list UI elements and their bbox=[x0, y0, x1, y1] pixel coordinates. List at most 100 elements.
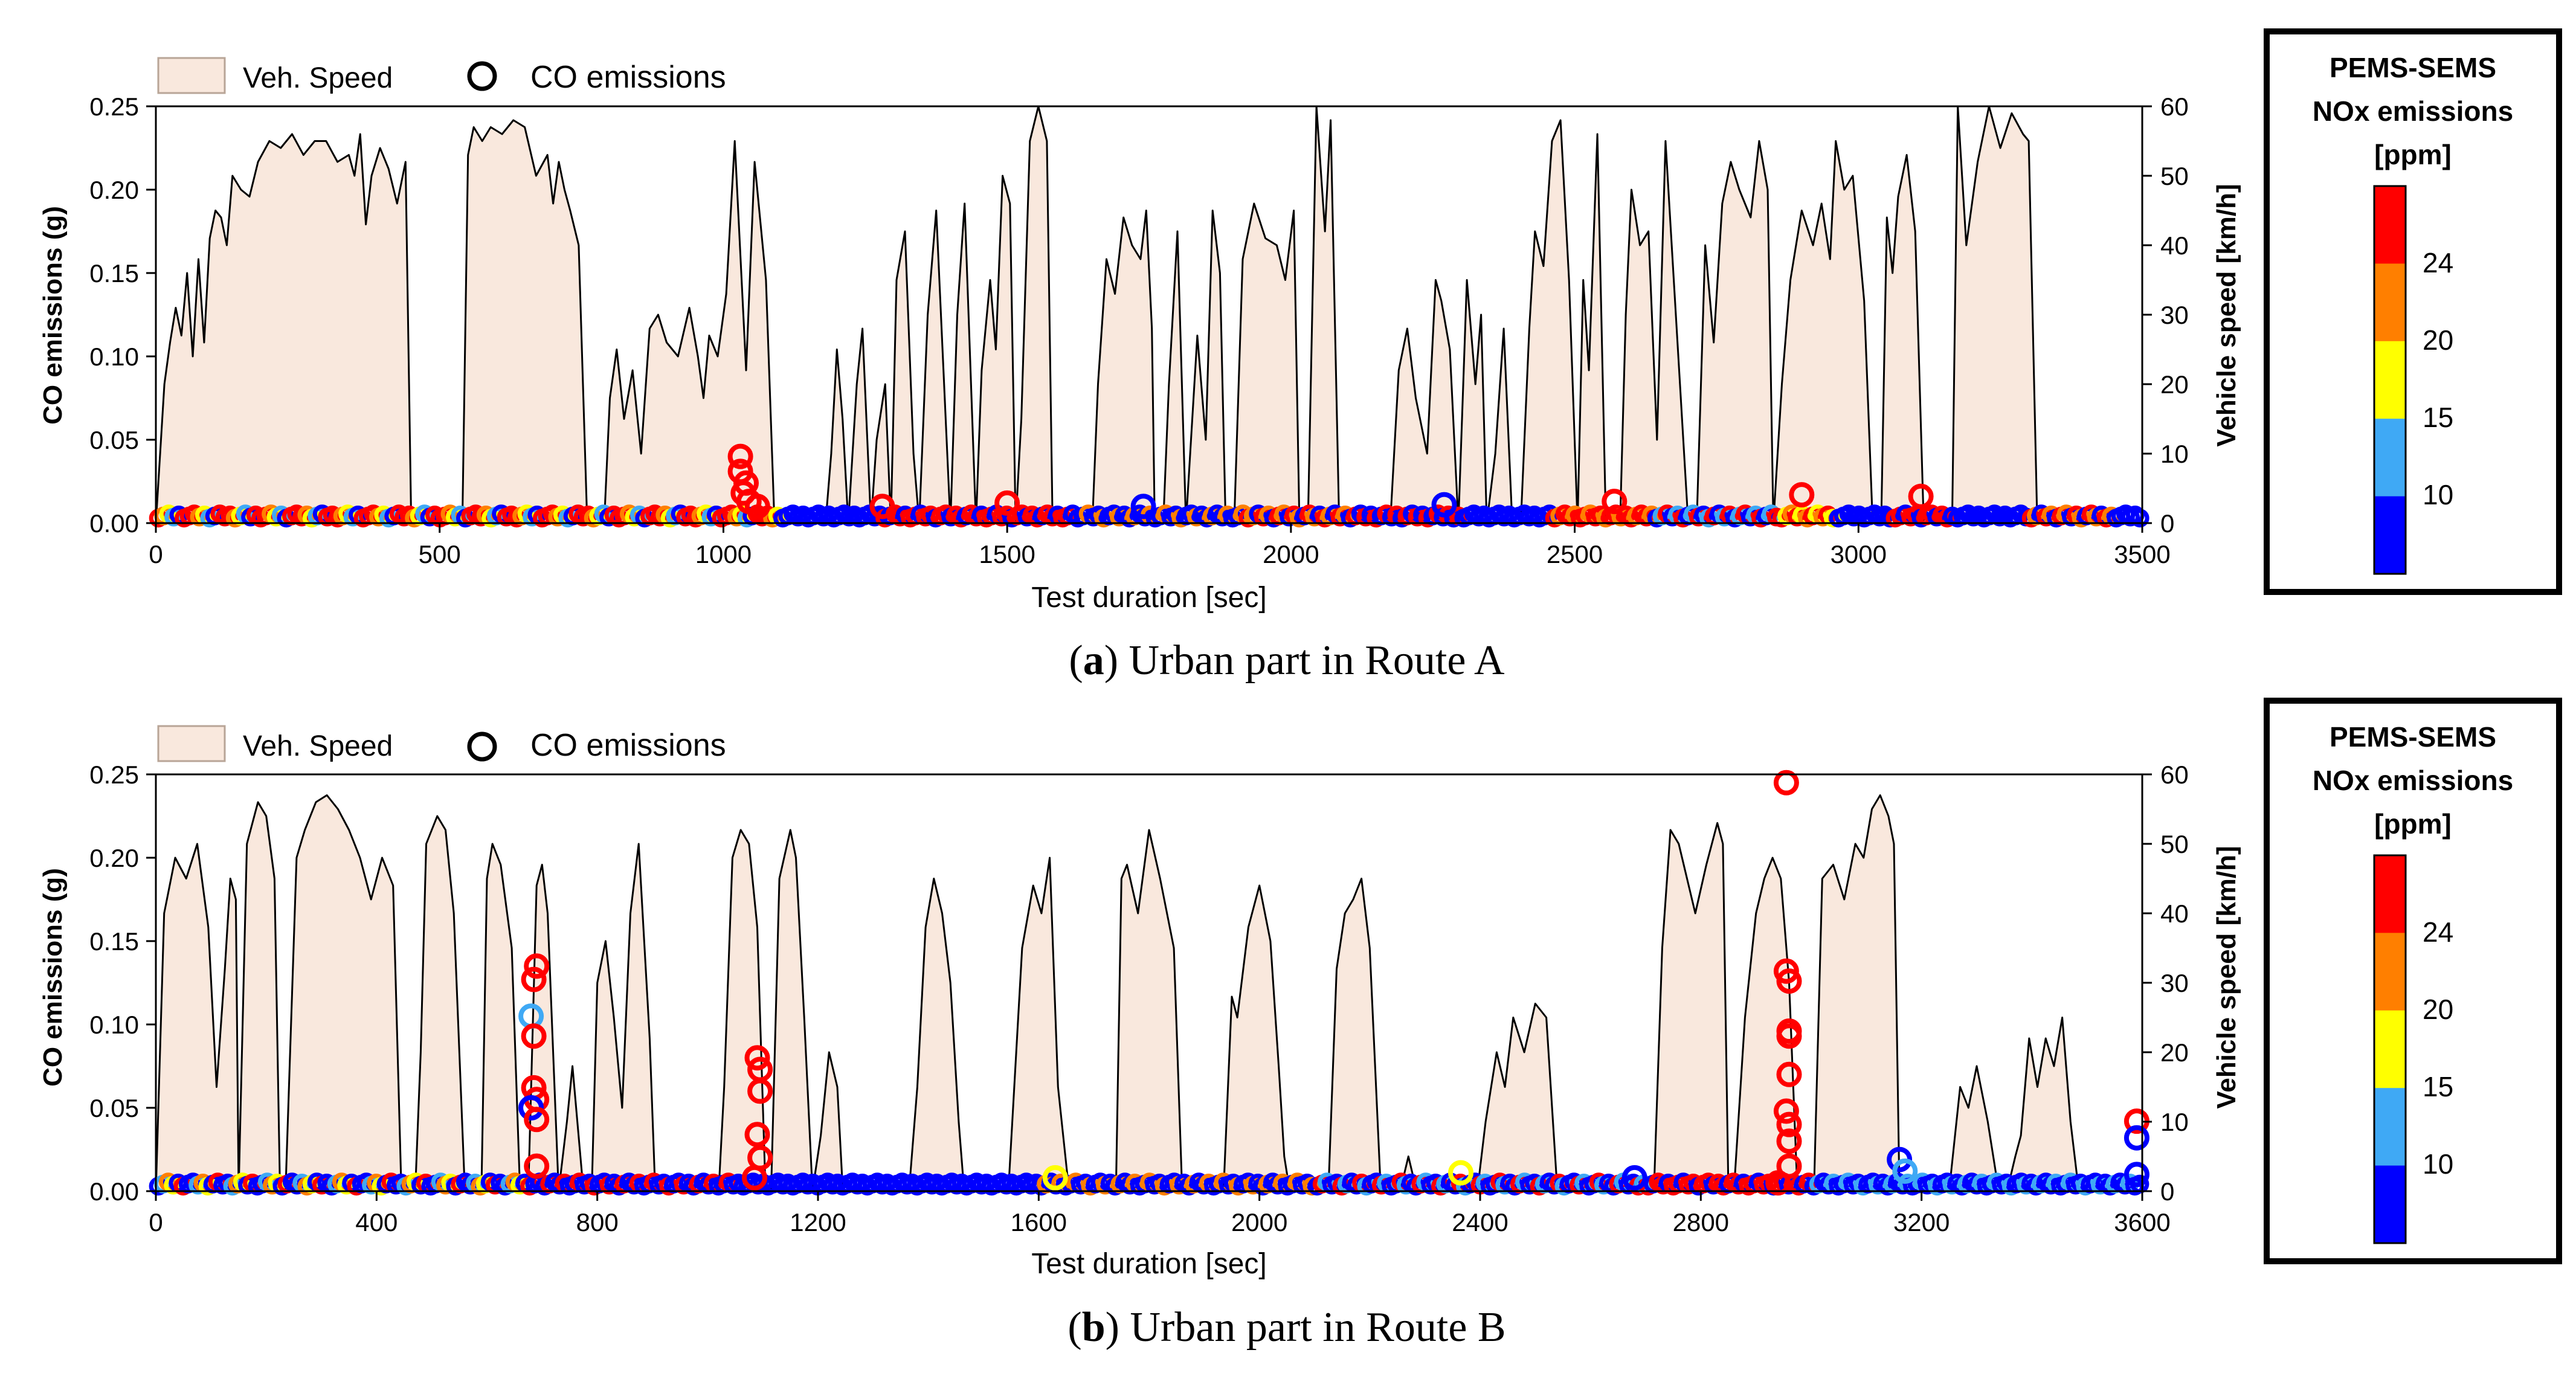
co-point-marker bbox=[742, 1165, 767, 1191]
x-tick-label: 800 bbox=[576, 1208, 619, 1236]
caption-a-text: ) Urban part in Route A bbox=[1104, 637, 1505, 684]
x-tick-label: 3600 bbox=[2114, 1208, 2170, 1236]
y-left-tick-label: 0.25 bbox=[89, 760, 139, 789]
co-point-marker bbox=[1042, 1165, 1068, 1191]
x-tick-label: 3000 bbox=[1831, 540, 1887, 568]
co-point-marker bbox=[1602, 489, 1628, 515]
colorbar-tick-20: 20 bbox=[2423, 324, 2453, 356]
colorbar-box-b bbox=[2264, 698, 2562, 1264]
axis-ticks-a: 0 500 1000 1500 2000 2500 3000 35000.000.050.10… bbox=[89, 92, 2188, 568]
x-tick-label: 500 bbox=[419, 540, 461, 568]
caption-b: (b) Urban part in Route B bbox=[1067, 1304, 1505, 1351]
speed-fill-area bbox=[156, 106, 2055, 523]
legend-speed-swatch bbox=[157, 725, 226, 762]
y-left-tick-label: 0.20 bbox=[89, 844, 139, 872]
y-right-tick-label: 0 bbox=[2160, 509, 2174, 538]
colorbar-title-line-3: [ppm] bbox=[2374, 139, 2452, 170]
y-right-tick-label: 50 bbox=[2160, 162, 2189, 190]
x-tick-label: 1600 bbox=[1011, 1208, 1067, 1236]
x-tick-label: 2500 bbox=[1547, 540, 1603, 568]
co-point-marker bbox=[744, 1045, 770, 1071]
colorbar-tick-15: 15 bbox=[2423, 402, 2453, 433]
co-point-marker bbox=[521, 966, 547, 992]
legend-speed-label: Veh. Speed bbox=[243, 730, 393, 762]
y-left-tick-label: 0.10 bbox=[89, 342, 139, 371]
x-tick-label: 1200 bbox=[790, 1208, 846, 1236]
y-left-tick-label: 0.00 bbox=[89, 1177, 139, 1206]
co-point-marker bbox=[524, 953, 550, 979]
colorbar-band bbox=[2374, 496, 2406, 574]
colorbar-title-line-2: NOx emissions bbox=[2313, 765, 2513, 796]
colorbar-tick-24: 24 bbox=[2423, 916, 2453, 948]
colorbar-band bbox=[2374, 186, 2406, 264]
co-point-marker bbox=[727, 443, 753, 469]
co-point-marker bbox=[1892, 1158, 1918, 1184]
legend-co-marker bbox=[467, 731, 497, 762]
y-left-tick-label: 0.20 bbox=[89, 176, 139, 204]
y-axis-right-title-a: Vehicle speed [km/h] bbox=[2212, 184, 2241, 446]
speed-fill-area bbox=[156, 795, 2117, 1191]
co-point-marker bbox=[1776, 1153, 1802, 1179]
colorbar-title-line-3: [ppm] bbox=[2374, 808, 2452, 840]
y-right-tick-label: 60 bbox=[2160, 760, 2189, 789]
colorbar-tick-10: 10 bbox=[2423, 1148, 2453, 1180]
x-tick-label: 2800 bbox=[1673, 1208, 1729, 1236]
x-tick-label: 0 bbox=[149, 540, 163, 568]
colorbar-title-line-1: PEMS-SEMS bbox=[2330, 52, 2496, 83]
co-point-marker bbox=[1776, 1111, 1802, 1137]
co-point-marker bbox=[2124, 1162, 2149, 1188]
caption-a-letter: a bbox=[1083, 637, 1104, 684]
colorbar-tick-15: 15 bbox=[2423, 1071, 2453, 1102]
co-point-marker bbox=[744, 1122, 770, 1148]
legend-co-marker bbox=[467, 61, 497, 91]
y-right-tick-label: 40 bbox=[2160, 231, 2189, 260]
speed-line bbox=[155, 794, 2117, 1192]
legend-speed-swatch bbox=[157, 57, 226, 94]
colorbar-tick-10: 10 bbox=[2423, 479, 2453, 510]
colorbar-title-line-1: PEMS-SEMS bbox=[2330, 721, 2496, 753]
y-left-tick-label: 0.15 bbox=[89, 259, 139, 288]
colorbar-band bbox=[2374, 855, 2406, 933]
co-point-marker bbox=[1908, 483, 1934, 509]
co-point-marker bbox=[1130, 493, 1156, 519]
y-right-tick-label: 50 bbox=[2160, 830, 2189, 858]
colorbar-tick-24: 24 bbox=[2423, 247, 2453, 278]
y-right-tick-label: 60 bbox=[2160, 92, 2189, 121]
co-point-marker bbox=[1776, 1023, 1802, 1049]
x-tick-label: 1500 bbox=[979, 540, 1035, 568]
co-point-marker bbox=[1621, 1165, 1647, 1191]
x-tick-label: 2000 bbox=[1263, 540, 1319, 568]
x-tick-label: 400 bbox=[355, 1208, 398, 1236]
co-point-marker bbox=[524, 1153, 550, 1179]
legend-co-label: CO emissions bbox=[530, 60, 726, 95]
colorbar-band bbox=[2374, 341, 2406, 419]
y-right-tick-label: 10 bbox=[2160, 440, 2189, 468]
colorbar-band bbox=[2374, 1088, 2406, 1166]
co-point-marker bbox=[1765, 1170, 1791, 1196]
x-tick-label: 2000 bbox=[1231, 1208, 1287, 1236]
co-point-marker bbox=[1776, 1128, 1802, 1154]
speed-area-b bbox=[155, 794, 2117, 1192]
y-left-tick-label: 0.05 bbox=[89, 426, 139, 454]
x-tick-label: 3500 bbox=[2114, 540, 2170, 568]
y-axis-left-title-a: CO emissions (g) bbox=[38, 206, 68, 425]
x-axis-title-a: Test duration [sec] bbox=[1031, 582, 1267, 614]
legend-co-label: CO emissions bbox=[530, 728, 726, 763]
y-right-tick-label: 30 bbox=[2160, 301, 2189, 329]
y-right-tick-label: 0 bbox=[2160, 1177, 2174, 1206]
caption-b-text: ) Urban part in Route B bbox=[1106, 1304, 1506, 1351]
y-left-tick-label: 0.05 bbox=[89, 1094, 139, 1122]
y-axis-right-title-b: Vehicle speed [km/h] bbox=[2212, 846, 2241, 1108]
y-axis-left-title-b: CO emissions (g) bbox=[38, 868, 68, 1087]
y-right-tick-label: 20 bbox=[2160, 1038, 2189, 1067]
y-left-tick-label: 0.15 bbox=[89, 927, 139, 956]
colorbar-band bbox=[2374, 419, 2406, 497]
x-tick-label: 0 bbox=[149, 1208, 163, 1236]
y-right-tick-label: 40 bbox=[2160, 899, 2189, 928]
chart-panel-b: 0 400 800 1200 1600 2000 2400 2800 3200 36000.000… bbox=[38, 725, 2241, 1351]
y-right-tick-label: 20 bbox=[2160, 370, 2189, 399]
y-right-tick-label: 30 bbox=[2160, 969, 2189, 997]
speed-area-a bbox=[155, 105, 2055, 524]
co-point-marker bbox=[994, 490, 1020, 516]
